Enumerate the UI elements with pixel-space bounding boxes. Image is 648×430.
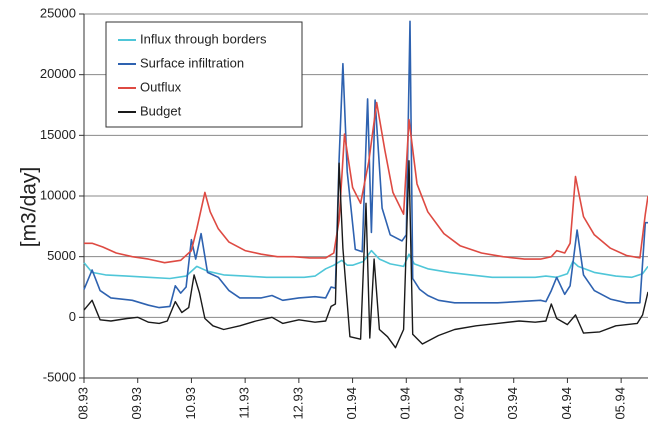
x-tick-label: 05.94 [613, 387, 628, 420]
y-tick-label: 0 [69, 309, 76, 324]
series-line-1 [83, 249, 648, 280]
y-tick-label: -5000 [43, 369, 76, 384]
y-tick-label: 15000 [40, 127, 76, 142]
x-tick-label: 08.93 [75, 387, 90, 420]
x-axis: 08.93 09.93 10.93 11.93 12.93 01.94 01.94 02.94… [75, 377, 648, 420]
y-tick-label: 5000 [47, 248, 76, 263]
series-line-4 [83, 160, 648, 349]
legend-label: Surface infiltration [140, 55, 244, 70]
x-tick-label: 10.93 [183, 387, 198, 420]
y-axis-label: [m3/day] [18, 167, 41, 248]
legend-label: Outflux [140, 79, 182, 94]
x-tick-label: 01.94 [344, 387, 359, 420]
x-tick-label: 11.93 [237, 387, 252, 419]
x-tick-label: 03.94 [505, 387, 520, 420]
series-line-2 [83, 20, 648, 309]
x-tick-label: 02.94 [451, 387, 466, 420]
legend-label: Budget [140, 103, 182, 118]
y-tick-label: 20000 [40, 66, 76, 81]
legend-box [105, 21, 303, 128]
y-axis: -5000 0 5000 10000 15000 20000 25000 [40, 5, 85, 384]
x-tick-label: 12.93 [290, 387, 305, 420]
legend-label: Influx through borders [140, 31, 267, 46]
x-tick-label: 01.94 [398, 387, 413, 420]
y-tick-label: 25000 [40, 5, 76, 20]
x-tick-label: 09.93 [129, 387, 144, 420]
series-line-3 [84, 101, 648, 264]
x-tick-label: 04.94 [559, 387, 574, 420]
legend: Influx through borders Surface infiltrati… [105, 21, 303, 128]
y-tick-label: 10000 [40, 187, 76, 202]
plot-area [83, 20, 648, 349]
